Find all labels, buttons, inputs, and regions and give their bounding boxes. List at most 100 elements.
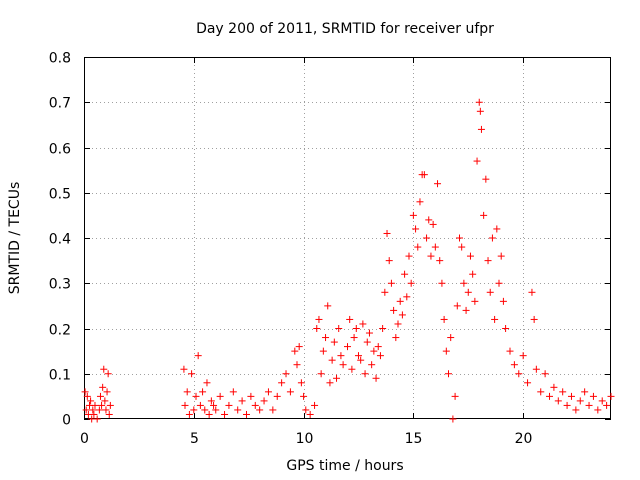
data-point (99, 383, 107, 391)
data-point (603, 401, 611, 409)
data-point (499, 297, 507, 305)
data-point (183, 388, 191, 396)
grid-lines (84, 57, 611, 419)
data-point (451, 392, 459, 400)
x-tick-label: 20 (515, 431, 533, 447)
data-point (449, 415, 457, 423)
data-point (90, 410, 98, 418)
data-point (475, 98, 483, 106)
data-point (429, 220, 437, 228)
data-point (436, 257, 444, 265)
data-point (530, 315, 538, 323)
data-point (510, 361, 518, 369)
data-point (282, 370, 290, 378)
x-tick-label: 10 (296, 431, 314, 447)
data-point (372, 374, 380, 382)
x-tick-label: 5 (190, 431, 199, 447)
data-point (190, 406, 198, 414)
data-point (394, 320, 402, 328)
data-point (180, 365, 188, 373)
data-point (431, 243, 439, 251)
data-point (216, 392, 224, 400)
data-point (409, 211, 417, 219)
data-point (196, 401, 204, 409)
data-point (477, 125, 485, 133)
data-point (264, 388, 272, 396)
data-point (458, 243, 466, 251)
data-point (256, 406, 264, 414)
data-point (515, 370, 523, 378)
data-point (363, 338, 371, 346)
data-point (359, 320, 367, 328)
data-point (185, 410, 193, 418)
data-point (486, 288, 494, 296)
data-point (473, 157, 481, 165)
data-point (466, 252, 474, 260)
data-point (181, 401, 189, 409)
y-tick-label: 0.1 (49, 368, 71, 384)
data-point (425, 216, 433, 224)
data-point (376, 352, 384, 360)
data-point (434, 180, 442, 188)
data-point (273, 392, 281, 400)
data-point (368, 361, 376, 369)
data-point (414, 243, 422, 251)
data-point (598, 397, 606, 405)
data-point (488, 234, 496, 242)
data-point (462, 306, 470, 314)
data-point (221, 410, 229, 418)
data-point (445, 370, 453, 378)
data-point (506, 347, 514, 355)
data-point (326, 379, 334, 387)
data-point (405, 252, 413, 260)
data-point (247, 392, 255, 400)
y-tick-label: 0.2 (49, 323, 71, 339)
data-point (348, 365, 356, 373)
data-point (322, 334, 330, 342)
data-point (385, 257, 393, 265)
data-point (537, 388, 545, 396)
data-point (491, 315, 499, 323)
data-point (442, 347, 450, 355)
data-point (502, 325, 510, 332)
data-point (81, 388, 89, 396)
data-point (357, 356, 365, 364)
data-point (199, 388, 207, 396)
chart-title: Day 200 of 2011, SRMTID for receiver ufp… (196, 21, 494, 37)
x-tick-label: 15 (405, 431, 423, 447)
data-point (346, 315, 354, 323)
data-point (344, 343, 351, 351)
data-point (528, 288, 536, 296)
data-point (315, 315, 323, 323)
data-point (497, 252, 505, 260)
data-point (493, 225, 501, 233)
data-point (453, 302, 461, 310)
data-point (192, 392, 200, 400)
data-point (550, 383, 558, 391)
data-point (194, 352, 202, 360)
data-point (225, 401, 233, 409)
data-point (403, 293, 411, 301)
data-point (607, 392, 615, 400)
data-point (585, 401, 593, 409)
data-point (398, 311, 406, 319)
data-point (532, 365, 540, 373)
data-point (480, 211, 488, 219)
data-point (295, 343, 303, 351)
data-point (207, 397, 215, 405)
data-point (210, 401, 218, 409)
x-axis-label: GPS time / hours (286, 458, 403, 474)
data-point (412, 225, 420, 233)
data-point (300, 392, 308, 400)
y-tick-label: 0 (62, 413, 71, 429)
data-point (103, 388, 111, 396)
plot-frame (84, 57, 611, 419)
data-point (455, 234, 463, 242)
data-point (278, 379, 286, 387)
data-point (390, 306, 398, 314)
data-point (91, 401, 99, 409)
data-point (101, 397, 109, 405)
data-point (381, 288, 389, 296)
data-point (317, 370, 325, 378)
